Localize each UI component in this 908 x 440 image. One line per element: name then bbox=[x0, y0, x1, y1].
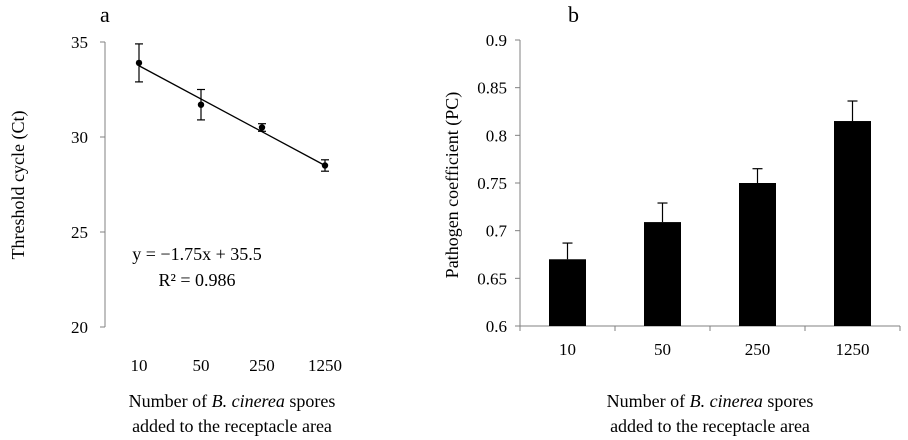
panel-b-x-ticks: 10 50 250 1250 bbox=[519, 326, 901, 359]
panel-b-ytick-label: 0.9 bbox=[486, 31, 507, 50]
panel-b-y-label: Pathogen coefficient (PC) bbox=[442, 92, 463, 279]
panel-a-x-label-line1: Number of B. cinerea spores bbox=[129, 391, 336, 411]
panel-a-x-label-post: spores bbox=[285, 391, 336, 411]
panel-a-points bbox=[135, 43, 329, 172]
panel-b-bar bbox=[644, 222, 681, 326]
panel-b-ytick-label: 0.8 bbox=[486, 126, 507, 145]
panel-b-x-label-pre: Number of bbox=[607, 391, 690, 411]
panel-a-equation: y = −1.75x + 35.5 bbox=[132, 244, 261, 264]
panel-a-ytick-label: 30 bbox=[71, 128, 88, 147]
panel-b-xtick-label: 250 bbox=[745, 340, 771, 359]
panel-b-bar: b 0.6 0.65 0.7 0.75 0.8 0.85 0.9 10 50 250 1250 P… bbox=[442, 2, 901, 436]
panel-b-x-label-italic: B. cinerea bbox=[690, 391, 763, 411]
panel-b-x-label-line1: Number of B. cinerea spores bbox=[607, 391, 814, 411]
panel-b-ytick-label: 0.7 bbox=[486, 222, 508, 241]
panel-b-xtick-label: 1250 bbox=[836, 340, 870, 359]
panel-b-ytick-label: 0.85 bbox=[477, 79, 507, 98]
panel-b-xtick-label: 50 bbox=[654, 340, 671, 359]
panel-a-x-label-italic: B. cinerea bbox=[212, 391, 285, 411]
panel-b-ytick-label: 0.65 bbox=[477, 269, 507, 288]
panel-a-r-squared: R² = 0.986 bbox=[158, 270, 235, 290]
panel-b-y-ticks: 0.6 0.65 0.7 0.75 0.8 0.85 0.9 bbox=[477, 31, 520, 336]
panel-b-bar bbox=[739, 183, 776, 326]
panel-a-xtick-label: 250 bbox=[249, 356, 275, 375]
panel-a-ytick-label: 20 bbox=[71, 318, 88, 337]
panel-b-x-label-line2: added to the receptacle area bbox=[610, 416, 810, 436]
panel-b-bar bbox=[834, 121, 871, 327]
panel-a-y-ticks: 20 25 30 35 bbox=[71, 33, 105, 337]
panel-a-x-label-line2: added to the receptacle area bbox=[132, 416, 332, 436]
panel-a-xtick-label: 1250 bbox=[308, 356, 342, 375]
panel-b-ytick-label: 0.6 bbox=[486, 317, 507, 336]
panel-a-x-ticks: 10 50 250 1250 bbox=[131, 356, 343, 375]
panel-a-point bbox=[135, 59, 143, 67]
panel-b-ytick-label: 0.75 bbox=[477, 174, 507, 193]
panel-a-trendline bbox=[138, 65, 326, 167]
panel-a-y-label: Threshold cycle (Ct) bbox=[8, 111, 29, 260]
panel-b-bars bbox=[549, 100, 871, 327]
panel-b-bar bbox=[549, 259, 586, 326]
panel-b-letter: b bbox=[568, 2, 579, 27]
panel-b-x-label-post: spores bbox=[763, 391, 814, 411]
panel-a-point bbox=[258, 124, 266, 131]
panel-a-xtick-label: 50 bbox=[193, 356, 210, 375]
panel-a-point bbox=[197, 101, 205, 108]
panel-a-scatter: a 20 25 30 35 10 50 250 1250 y = −1.75x + 35.5… bbox=[8, 2, 342, 436]
panel-a-point bbox=[321, 162, 329, 169]
panel-a-ytick-label: 25 bbox=[71, 223, 88, 242]
panel-a-x-label-pre: Number of bbox=[129, 391, 212, 411]
panel-a-xtick-label: 10 bbox=[131, 356, 148, 375]
panel-a-letter: a bbox=[100, 2, 110, 27]
panel-b-xtick-label: 10 bbox=[559, 340, 576, 359]
panel-a-ytick-label: 35 bbox=[71, 33, 88, 52]
